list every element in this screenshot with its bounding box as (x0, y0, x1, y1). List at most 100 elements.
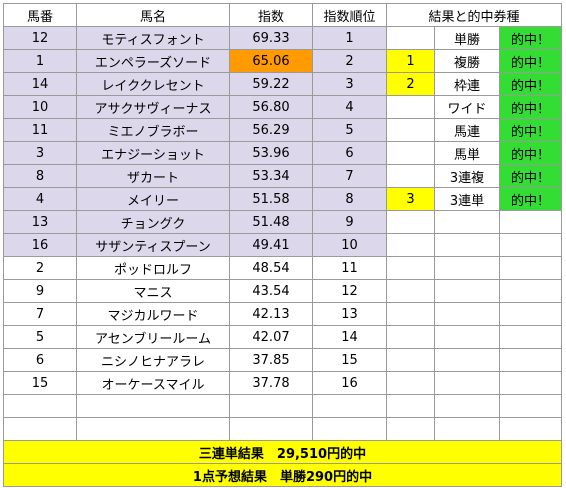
result-pos-cell (386, 256, 435, 280)
horse-no-cell: 5 (3, 325, 77, 349)
bet-type-cell: 3連複 (434, 164, 500, 188)
bet-type-cell: 3連単 (434, 187, 500, 211)
rank-cell (312, 417, 387, 441)
table-row: 11 ミエノブラボー 56.29 5 馬連 的中！ (3, 118, 562, 142)
horse-name-cell: モティスフォント (76, 26, 230, 50)
rank-cell: 1 (312, 26, 387, 50)
table-row (3, 394, 562, 418)
table-row: 10 アサクサヴィーナス 56.80 4 ワイド 的中！ (3, 95, 562, 119)
horse-name-cell: サザンティスプーン (76, 233, 230, 257)
horse-name-cell: エンペラーズソード (76, 49, 230, 73)
horse-no-cell: 2 (3, 256, 77, 280)
header-results: 結果と的中券種 (386, 3, 562, 27)
rank-cell: 3 (312, 72, 387, 96)
rank-cell: 6 (312, 141, 387, 165)
hit-cell (499, 371, 562, 395)
bet-type-cell (434, 256, 500, 280)
score-cell: 51.48 (229, 210, 313, 234)
hit-cell (499, 348, 562, 372)
rank-cell: 14 (312, 325, 387, 349)
bet-type-cell: 枠連 (434, 72, 500, 96)
horse-no-cell: 10 (3, 95, 77, 119)
horse-name-cell: ポッドロルフ (76, 256, 230, 280)
rank-cell: 15 (312, 348, 387, 372)
result-pos-cell (386, 233, 435, 257)
result-pos-cell: 1 (386, 49, 435, 73)
rank-cell: 13 (312, 302, 387, 326)
hit-cell: 的中！ (499, 95, 562, 119)
horse-name-cell: エナジーショット (76, 141, 230, 165)
header-rank: 指数順位 (312, 3, 387, 27)
horse-no-cell: 11 (3, 118, 77, 142)
score-cell: 56.29 (229, 118, 313, 142)
hit-cell: 的中！ (499, 49, 562, 73)
hit-cell (499, 417, 562, 441)
horse-name-cell (76, 394, 230, 418)
table-row: 16 サザンティスプーン 49.41 10 (3, 233, 562, 257)
hit-cell (499, 233, 562, 257)
table-row: 15 オーケースマイル 37.78 16 (3, 371, 562, 395)
rank-cell: 11 (312, 256, 387, 280)
rank-cell: 8 (312, 187, 387, 211)
bet-type-cell: 複勝 (434, 49, 500, 73)
header-score: 指数 (229, 3, 313, 27)
score-cell: 43.54 (229, 279, 313, 303)
rank-cell: 4 (312, 95, 387, 119)
horse-no-cell: 4 (3, 187, 77, 211)
results-table: 馬番 馬名 指数 指数順位 結果と的中券種 12 モティスフォント 69.33 1 単勝… (3, 3, 562, 487)
horse-no-cell: 15 (3, 371, 77, 395)
bet-type-cell (434, 210, 500, 234)
table-row: 13 チョングク 51.48 9 (3, 210, 562, 234)
horse-name-cell: ニシノヒナアラレ (76, 348, 230, 372)
result-pos-cell (386, 302, 435, 326)
table-row (3, 417, 562, 441)
result-pos-cell (386, 279, 435, 303)
hit-cell: 的中！ (499, 118, 562, 142)
hit-cell (499, 394, 562, 418)
horse-no-cell: 6 (3, 348, 77, 372)
table-row: 8 ザカート 53.34 7 3連複 的中！ (3, 164, 562, 188)
rank-cell (312, 394, 387, 418)
horse-no-cell: 9 (3, 279, 77, 303)
horse-name-cell: レイククレセント (76, 72, 230, 96)
hit-cell (499, 325, 562, 349)
result-pos-cell: 3 (386, 187, 435, 211)
rank-cell: 10 (312, 233, 387, 257)
bet-type-cell (434, 233, 500, 257)
bet-type-cell (434, 371, 500, 395)
rank-cell: 7 (312, 164, 387, 188)
bet-type-cell: 単勝 (434, 26, 500, 50)
table-row: 4 メイリー 51.58 8 3 3連単 的中！ (3, 187, 562, 211)
result-pos-cell (386, 325, 435, 349)
hit-cell: 的中！ (499, 164, 562, 188)
rank-cell: 16 (312, 371, 387, 395)
hit-cell (499, 302, 562, 326)
score-cell: 49.41 (229, 233, 313, 257)
bet-type-cell (434, 348, 500, 372)
score-cell (229, 394, 313, 418)
horse-name-cell: ザカート (76, 164, 230, 188)
horse-name-cell: マニス (76, 279, 230, 303)
score-cell (229, 417, 313, 441)
horse-name-cell: アサクサヴィーナス (76, 95, 230, 119)
horse-no-cell: 8 (3, 164, 77, 188)
score-cell: 65.06 (229, 49, 313, 73)
table-row: 5 アセンブリールーム 42.07 14 (3, 325, 562, 349)
score-cell: 42.13 (229, 302, 313, 326)
horse-name-cell: マジカルワード (76, 302, 230, 326)
horse-no-cell: 16 (3, 233, 77, 257)
bet-type-cell (434, 325, 500, 349)
rank-cell: 9 (312, 210, 387, 234)
bet-type-cell (434, 302, 500, 326)
horse-no-cell: 3 (3, 141, 77, 165)
one-point-result: 1点予想結果 単勝290円的中 (3, 463, 562, 487)
score-cell: 48.54 (229, 256, 313, 280)
bet-type-cell (434, 279, 500, 303)
score-cell: 69.33 (229, 26, 313, 50)
hit-cell: 的中！ (499, 141, 562, 165)
horse-no-cell (3, 417, 77, 441)
horse-no-cell: 7 (3, 302, 77, 326)
horse-no-cell (3, 394, 77, 418)
result-pos-cell (386, 141, 435, 165)
result-pos-cell (386, 118, 435, 142)
